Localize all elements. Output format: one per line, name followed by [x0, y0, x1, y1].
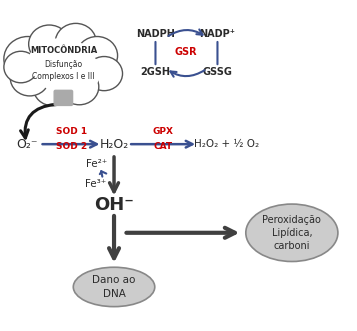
- Text: O₂⁻: O₂⁻: [16, 138, 37, 151]
- Text: NADPH: NADPH: [136, 29, 175, 39]
- Text: CAT: CAT: [154, 142, 172, 151]
- Text: OH⁻: OH⁻: [94, 196, 134, 214]
- Circle shape: [10, 60, 49, 96]
- Circle shape: [76, 36, 117, 74]
- Circle shape: [60, 69, 99, 105]
- Text: GPX: GPX: [152, 126, 174, 135]
- Circle shape: [29, 25, 70, 63]
- Circle shape: [4, 51, 38, 83]
- Text: Dano ao
DNA: Dano ao DNA: [92, 275, 136, 299]
- Circle shape: [55, 24, 96, 62]
- FancyBboxPatch shape: [54, 90, 72, 106]
- FancyArrowPatch shape: [110, 157, 119, 192]
- Text: GSSG: GSSG: [202, 67, 232, 77]
- Text: 2GSH: 2GSH: [140, 67, 171, 77]
- FancyArrowPatch shape: [126, 228, 235, 238]
- Circle shape: [55, 51, 101, 93]
- Text: H₂O₂: H₂O₂: [99, 138, 129, 151]
- Text: SOD 2: SOD 2: [56, 142, 87, 151]
- Text: MITOCÔNDRIA: MITOCÔNDRIA: [30, 46, 97, 55]
- Ellipse shape: [246, 204, 338, 261]
- Circle shape: [33, 70, 72, 106]
- Circle shape: [28, 42, 70, 82]
- Circle shape: [86, 57, 122, 91]
- Text: Fe²⁺: Fe²⁺: [86, 159, 108, 169]
- Text: Fe³⁺: Fe³⁺: [85, 178, 106, 189]
- Ellipse shape: [73, 267, 155, 307]
- Text: Disfunção
Complexos I e III: Disfunção Complexos I e III: [32, 60, 95, 81]
- Text: Peroxidação
Lipídica,
carboni: Peroxidação Lipídica, carboni: [262, 215, 321, 251]
- Circle shape: [4, 36, 52, 81]
- FancyArrowPatch shape: [109, 216, 119, 258]
- Circle shape: [33, 37, 94, 93]
- Text: GSR: GSR: [175, 47, 198, 57]
- Text: H₂O₂ + ½ O₂: H₂O₂ + ½ O₂: [194, 139, 259, 149]
- Text: NADP⁺: NADP⁺: [200, 29, 236, 39]
- Text: SOD 1: SOD 1: [56, 126, 87, 135]
